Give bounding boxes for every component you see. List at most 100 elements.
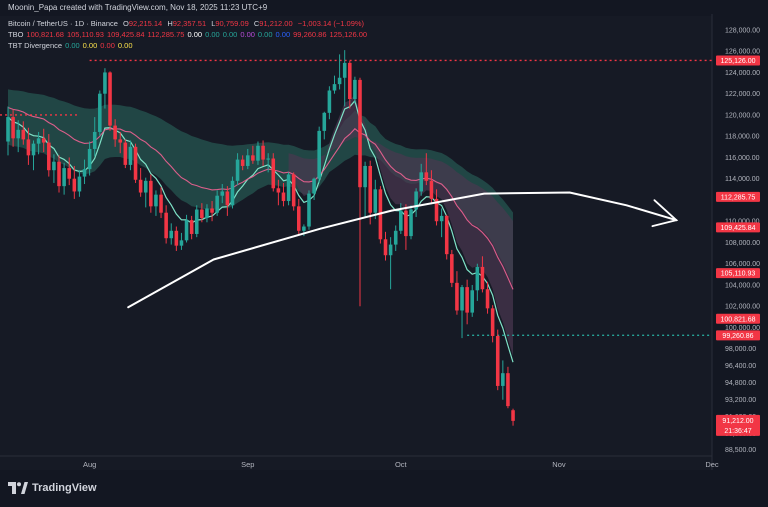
candle-body [460,287,464,311]
candle-body [393,230,398,245]
candle-body [77,176,82,192]
price-label-box [716,222,760,233]
indicator-value: 0.00 [222,30,238,39]
x-tick-label: Nov [552,460,566,469]
symbol-name[interactable]: Bitcoin / TetherUS · 1D · Binance [8,19,118,28]
candle-body [404,210,408,237]
candle-body [302,226,306,231]
candle-body [506,373,510,407]
candle-body [11,117,15,139]
candle-body [230,180,235,206]
y-tick-label: 126,000.00 [725,49,760,56]
candle-body [154,194,158,207]
candle-body [281,192,286,202]
price-label: 100,821.68 [720,316,755,323]
candle-body [266,158,270,160]
y-tick-label: 100,000.00 [725,325,760,332]
indicator-value: 105,110.93 [66,30,104,39]
indicator-value: 0.00 [240,30,255,39]
symbol-legend: Bitcoin / TetherUS · 1D · Binance O92,21… [8,19,367,28]
candle-body [511,410,515,421]
candle-body [41,138,46,143]
candle-body [271,158,276,189]
candle-body [439,215,444,222]
candle-body [378,189,383,240]
currency-button[interactable]: USDT [718,19,752,35]
candle-body [52,161,56,171]
tradingview-logo-icon [8,482,28,494]
candle-body [337,77,342,85]
snapshot-caption: Moonin_Papa created with TradingView.com… [8,3,268,12]
indicator-value: 109,425.84 [106,30,145,39]
footer [0,470,768,507]
y-tick-label: 98,000.00 [725,346,756,353]
indicator-value: 0.00 [100,41,115,50]
countdown-label: 21:36:47 [724,428,751,435]
indicator-value: 112,285.75 [147,30,185,39]
candle-body [118,139,123,143]
candle-body [245,155,250,166]
candle-body [307,193,311,227]
price-label-box [716,55,760,66]
indicator-value: 0.00 [65,41,80,50]
indicator-value: 125,126.00 [329,30,368,39]
bearish-cloud [288,94,513,356]
price-label: 105,110.93 [721,271,756,278]
candle-body [62,168,66,187]
candle-body [26,139,31,156]
indicator-value: 0.00 [275,30,291,39]
candle-body [108,72,112,126]
candle-body [409,209,413,237]
ma-ribbon [8,89,513,285]
candle-body [399,210,403,231]
y-tick-label: 114,000.00 [725,176,760,183]
candle-body [368,165,372,213]
candle-body [159,194,163,213]
price-label-box [716,191,760,202]
candle-body [123,142,128,165]
tradingview-logo-text: TradingView [32,482,97,494]
price-label-box [716,330,760,341]
tbt-divergence-legend[interactable]: TBT Divergence 0.00 0.00 0.00 0.00 [8,41,136,50]
candle-body [103,72,107,94]
tbo-legend[interactable]: TBO 100,821.68 105,110.93 109,425.84 112,285… [8,30,370,39]
x-tick-label: Oct [395,460,408,469]
candle-body [470,290,475,313]
candle-body [128,146,133,165]
candle-body [240,159,245,166]
trend-arrow-head [651,199,679,228]
candle-body [47,142,51,171]
indicator-value: 0.00 [205,30,220,39]
current-price-box [716,414,760,436]
candle-body [501,373,505,386]
price-change: −1,003.14 (−1.09%) [297,19,365,28]
y-tick-label: 93,200.00 [725,397,756,404]
candle-body [225,191,230,206]
candle-body [291,174,296,207]
candle-body [256,145,260,161]
candle-body [174,230,179,246]
tradingview-logo[interactable]: TradingView [8,482,97,494]
candle-body [485,289,490,309]
y-tick-label: 106,000.00 [725,261,760,268]
candle-body [138,179,143,193]
candle-body [36,138,41,144]
y-tick-label: 88,500.00 [725,447,756,454]
candle-body [215,195,219,213]
candle-body [419,172,424,192]
candle-body [388,244,393,256]
x-tick-label: Sep [241,460,254,469]
candle-body [31,143,36,156]
candle-body [210,208,214,213]
candle-body [276,188,281,193]
fast-ma-line [7,99,514,363]
candle-body [72,178,77,192]
candle-body [332,84,337,91]
trend-curve [127,191,678,309]
candle-body [67,168,72,179]
price-label-box [716,313,760,324]
candle-body [424,172,429,181]
mid-ma-line [7,106,514,290]
candle-body [87,148,92,170]
